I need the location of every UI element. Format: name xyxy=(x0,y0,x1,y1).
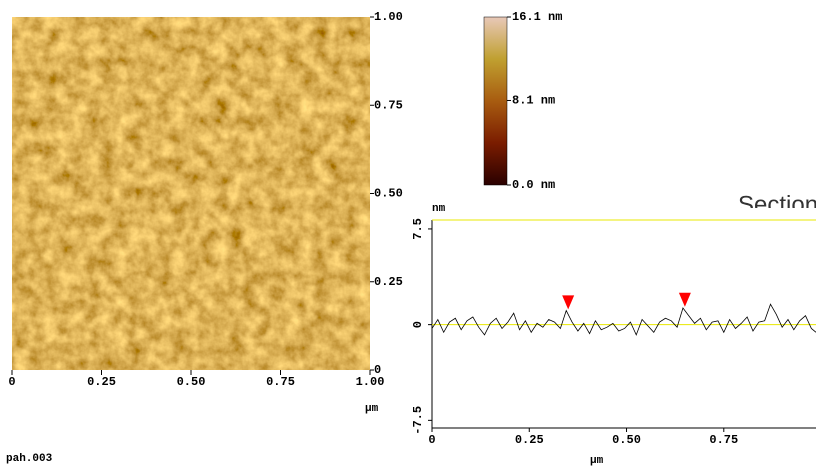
x-tick-label: 0 xyxy=(428,433,435,447)
x-tick-label: 0.25 xyxy=(515,433,544,447)
y-tick-label: 1.00 xyxy=(374,10,403,24)
y-tick-label: 0.25 xyxy=(374,275,403,289)
profile-line xyxy=(431,303,816,336)
filename: pah.003 xyxy=(6,453,53,465)
y-tick-label: 0 xyxy=(374,363,381,377)
x-tick-label: 0 xyxy=(8,375,15,389)
y-tick-label: 7.5 xyxy=(411,218,425,240)
section-bg xyxy=(432,208,816,438)
afm-image xyxy=(12,17,370,370)
colorbar-label: 8.1 nm xyxy=(512,94,555,108)
x-tick-label: 0.75 xyxy=(709,433,738,447)
colorbar-label: 16.1 nm xyxy=(512,10,562,24)
y-tick-label: -7.5 xyxy=(411,406,425,435)
cursor-marker xyxy=(562,295,575,310)
colorbar xyxy=(483,16,508,186)
y-tick-label: 0.50 xyxy=(374,187,403,201)
x-tick-label: 1.00 xyxy=(356,375,385,389)
x-tick-label: 0.50 xyxy=(177,375,206,389)
x-label: μm xyxy=(365,403,379,415)
cursor-marker xyxy=(678,292,691,307)
y-tick-label: 0 xyxy=(411,321,425,328)
y-tick-label: 0.75 xyxy=(374,98,403,112)
x-tick-label: 0.50 xyxy=(612,433,641,447)
x-tick-label: 0.25 xyxy=(87,375,116,389)
section-y-label: nm xyxy=(432,203,446,215)
x-tick-label: 0.75 xyxy=(266,375,295,389)
section-x-label: μm xyxy=(590,455,604,466)
colorbar-label: 0.0 nm xyxy=(512,178,555,192)
